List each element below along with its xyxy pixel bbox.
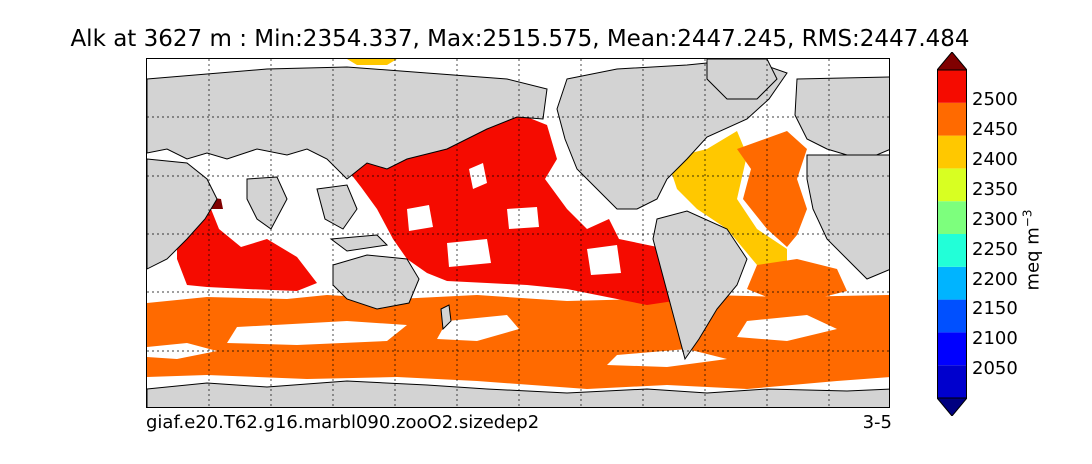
colorbar-tick: 2450 — [972, 119, 1018, 140]
colorbar-tick: 2200 — [972, 269, 1018, 290]
case-name-label: giaf.e20.T62.g16.marbl090.zooO2.sizedep2 — [146, 412, 540, 433]
colorbar-level — [937, 266, 967, 300]
period-label: 3-5 — [862, 412, 892, 433]
colorbar-tick: 2150 — [972, 298, 1018, 319]
colorbar-outline — [937, 69, 967, 399]
map-panel — [146, 58, 890, 408]
colorbar-tick: 2050 — [972, 358, 1018, 379]
land-australia — [332, 254, 420, 310]
atlantic-east-region — [737, 131, 807, 247]
colorbar-level — [937, 365, 967, 398]
land-africa — [147, 158, 218, 270]
colorbar-label-text: meq m — [1022, 227, 1044, 291]
indian-ocean-region — [177, 199, 317, 291]
colorbar-level — [937, 102, 967, 136]
colorbar-tick: 2350 — [972, 179, 1018, 200]
world-map — [147, 59, 889, 407]
colorbar-tick: 2250 — [972, 239, 1018, 260]
colorbar-level — [937, 299, 967, 333]
colorbar-tick: 2400 — [972, 149, 1018, 170]
colorbar — [937, 52, 967, 416]
colorbar-level — [937, 332, 967, 366]
colorbar-level — [937, 234, 967, 267]
land-south-america — [652, 210, 748, 361]
land-antarctica — [147, 380, 889, 407]
land-greenland — [706, 59, 778, 100]
colorbar-tick: 2500 — [972, 89, 1018, 110]
plot-title: Alk at 3627 m : Min:2354.337, Max:2515.5… — [70, 26, 970, 52]
colorbar-tick: 2100 — [972, 328, 1018, 349]
colorbar-label-exponent: −3 — [1020, 209, 1035, 228]
atlantic-south-region — [747, 259, 847, 301]
colorbar-level — [937, 135, 967, 169]
atlantic-north-region — [667, 131, 787, 269]
colorbar-level — [937, 201, 967, 234]
colorbar-level — [937, 70, 967, 103]
colorbar-level — [937, 168, 967, 202]
colorbar-tick: 2300 — [972, 209, 1018, 230]
colorbar-max-extension — [937, 52, 967, 71]
colorbar-label: meq m−3 — [1021, 210, 1044, 291]
land-eurasia — [147, 66, 548, 180]
colorbar-min-extension — [937, 397, 967, 416]
map-gridlines — [147, 59, 889, 407]
